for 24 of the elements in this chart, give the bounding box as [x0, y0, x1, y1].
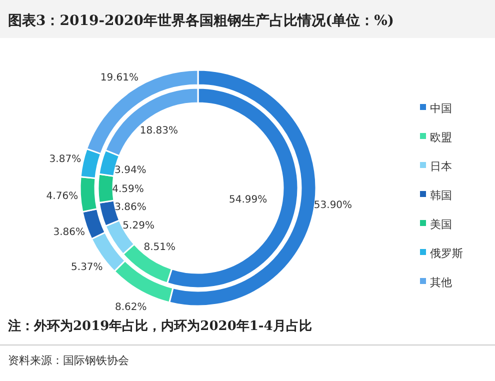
legend-label: 其他 [430, 276, 452, 289]
data-label: 5.29% [122, 220, 154, 232]
legend-label: 日本 [430, 160, 452, 173]
data-label: 53.90% [314, 200, 352, 212]
legend-label: 美国 [430, 218, 452, 231]
data-label: 3.94% [114, 165, 146, 176]
data-label: 8.62% [114, 302, 147, 313]
data-label: 3.87% [49, 154, 82, 166]
legend-label: 韩国 [430, 188, 452, 202]
text: 资料来源：国际钢铁协会 [8, 354, 129, 367]
data-label: 19.61% [100, 72, 138, 84]
chart-title: 图表3：2019-2020年世界各国粗钢生产占比情况(单位：%) [8, 12, 394, 29]
legend-label: 俄罗斯 [430, 246, 463, 260]
data-label: 8.51% [144, 242, 176, 254]
legend-label: 欧盟 [430, 130, 452, 144]
legend-label: 中国 [430, 102, 452, 115]
data-label: 4.76% [46, 190, 78, 202]
data-label: 54.99% [229, 194, 268, 206]
text: 注：外环为2019年占比，内环为2020年1-4月占比 [7, 318, 312, 334]
data-label: 18.83% [140, 125, 178, 136]
data-label: 5.37% [71, 262, 103, 273]
data-label: 4.59% [112, 184, 144, 195]
data-label: 3.86% [114, 202, 146, 214]
data-label: 3.86% [53, 226, 86, 238]
